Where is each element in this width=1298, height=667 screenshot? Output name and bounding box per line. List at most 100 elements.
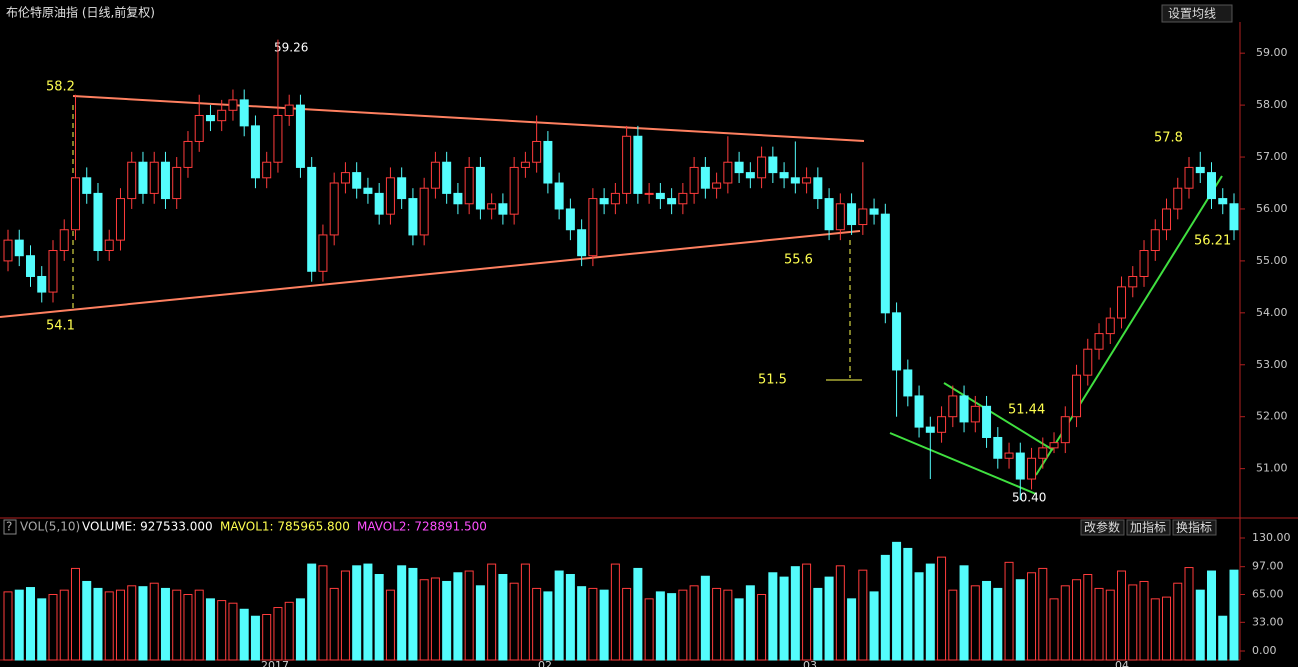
volume-bar xyxy=(757,594,767,661)
volume-bar xyxy=(385,589,395,661)
candle-body xyxy=(925,426,935,433)
volume-bar xyxy=(1027,572,1037,661)
volume-bar xyxy=(588,587,598,661)
volume-bar xyxy=(1072,579,1082,661)
volume-bar xyxy=(509,582,519,661)
volume-bar xyxy=(14,589,24,661)
candle-body xyxy=(475,166,485,210)
candle-body xyxy=(1128,275,1138,288)
volume-bar xyxy=(172,589,182,661)
candle-body xyxy=(948,395,958,418)
volume-bar xyxy=(1184,567,1194,661)
y-tick-label: 55.00 xyxy=(1256,254,1288,267)
indicator-button-label[interactable]: 换指标 xyxy=(1176,520,1212,535)
candle-body xyxy=(1150,229,1160,252)
y-tick-label: 58.00 xyxy=(1256,98,1288,111)
candle-body xyxy=(352,172,362,189)
volume-bar xyxy=(610,563,620,661)
candle-body xyxy=(1049,442,1059,449)
candle-body xyxy=(374,192,384,215)
volume-bar xyxy=(25,587,35,661)
volume-bar xyxy=(790,566,800,661)
annotation: 59.26 xyxy=(274,41,308,55)
candle-body xyxy=(498,203,508,215)
candle-body xyxy=(892,312,902,371)
volume-bar xyxy=(734,598,744,661)
ma-button-label[interactable]: 设置均线 xyxy=(1168,7,1216,21)
indicator-button[interactable] xyxy=(1126,519,1171,536)
volume-bar xyxy=(1004,561,1014,661)
volume-bar xyxy=(779,576,789,661)
indicator-button-label[interactable]: 改参数 xyxy=(1084,520,1120,535)
indicator-button-label[interactable]: 加指标 xyxy=(1130,520,1166,535)
trend-line xyxy=(943,382,1054,451)
candle-body xyxy=(700,166,710,189)
volume-bar xyxy=(532,587,542,661)
volume-bar xyxy=(464,570,474,661)
volume-bar xyxy=(655,591,665,661)
candle-body xyxy=(1015,452,1025,480)
volume-bar xyxy=(689,585,699,661)
candle-body xyxy=(487,203,497,210)
candle-body xyxy=(408,198,418,236)
candle-body xyxy=(1072,374,1082,418)
candle-body xyxy=(307,166,317,272)
volume-bar xyxy=(520,563,530,661)
volume-bar xyxy=(813,587,823,661)
volume-bar xyxy=(138,586,148,661)
ma-button[interactable] xyxy=(1161,4,1233,23)
candle-body xyxy=(430,161,440,189)
volume-bar xyxy=(408,567,418,661)
indicator-button[interactable] xyxy=(1080,519,1125,536)
volume-bar xyxy=(205,598,215,661)
volume-bar xyxy=(824,576,834,661)
candle-body xyxy=(138,161,148,194)
candle-body xyxy=(205,114,215,122)
candle-body xyxy=(217,109,227,122)
volume-bar xyxy=(1060,585,1070,661)
candle-body xyxy=(397,177,407,200)
candle-body xyxy=(82,177,92,194)
volume-bar xyxy=(329,587,339,661)
indicator-button[interactable] xyxy=(1172,519,1217,536)
volume-bar xyxy=(1150,598,1160,661)
mavol2: MAVOL2: 728891.500 xyxy=(357,520,487,534)
candle-body xyxy=(464,166,474,205)
candle-body xyxy=(284,104,294,116)
candle-body xyxy=(959,395,969,423)
candle-body xyxy=(127,161,137,200)
annotation: 55.6 xyxy=(784,253,813,268)
y-tick-label: 65.00 xyxy=(1252,588,1284,601)
candle-body xyxy=(847,203,857,226)
mavol1: MAVOL1: 785965.800 xyxy=(220,520,350,534)
volume-bar xyxy=(239,608,249,661)
help-icon[interactable] xyxy=(3,519,17,535)
volume-bar xyxy=(768,572,778,661)
candle-body xyxy=(599,198,609,205)
volume-bar xyxy=(937,556,947,661)
y-tick-label: 54.00 xyxy=(1256,306,1288,319)
candle-body xyxy=(903,369,913,397)
candle-body xyxy=(577,229,587,257)
help-icon[interactable]: ? xyxy=(6,520,12,534)
volume-bar xyxy=(554,570,564,661)
candle-body xyxy=(295,104,305,168)
volume-bar xyxy=(127,585,137,661)
volume-bar xyxy=(700,575,710,661)
candle-body xyxy=(329,182,339,236)
candle-body xyxy=(318,234,328,272)
volume-bar xyxy=(993,587,1003,661)
volume-bar xyxy=(442,580,452,661)
candle-body xyxy=(633,135,643,194)
volume-bar xyxy=(1038,567,1048,661)
volume-bar xyxy=(1128,584,1138,661)
volume-bar xyxy=(115,589,125,661)
candle-body xyxy=(880,213,890,314)
y-tick-label: 53.00 xyxy=(1256,358,1288,371)
volume-bar xyxy=(59,589,69,661)
volume-bar xyxy=(1105,589,1115,661)
volume-bar xyxy=(1162,596,1172,661)
volume-bar xyxy=(160,587,170,661)
vol-value: VOLUME: 927533.000 xyxy=(82,520,213,534)
volume-bar xyxy=(1049,598,1059,661)
